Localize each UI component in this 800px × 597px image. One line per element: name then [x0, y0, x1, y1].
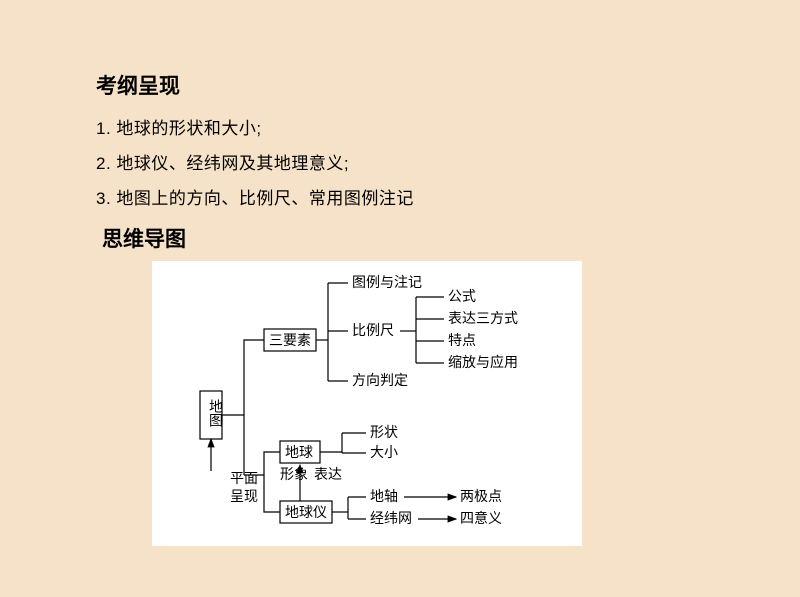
node-label-threeElem: 三要素: [269, 332, 311, 348]
node-label-earth: 地球: [285, 444, 313, 460]
label-formula: 公式: [448, 288, 476, 304]
node-label-root: 地图: [208, 399, 224, 427]
node-label-globe: 地球仪: [285, 504, 327, 520]
label-axis: 地轴: [370, 488, 398, 504]
label-express: 表达三方式: [448, 310, 518, 326]
label-poles: 两极点: [460, 488, 502, 504]
label-scale: 比例尺: [352, 322, 394, 338]
label-fourmean: 四意义: [460, 510, 502, 526]
label-expr: 表达: [314, 466, 342, 482]
outline-item-1: 1. 地球的形状和大小;: [96, 114, 800, 139]
label-shape: 形状: [370, 424, 398, 440]
label-latlong: 经纬网: [370, 510, 412, 526]
label-image: 形象: [280, 466, 308, 482]
label-legend: 图例与注记: [352, 274, 422, 290]
label-direction: 方向判定: [352, 372, 408, 388]
mindmap-diagram: 地图 三要素地球地球仪 图例与注记比例尺方向判定 公式表达三方式特点缩放与应用形状大小…: [152, 261, 800, 546]
heading-mindmap: 思维导图: [102, 223, 800, 253]
label-feature: 特点: [448, 332, 476, 348]
outline-item-3: 3. 地图上的方向、比例尺、常用图例注记: [96, 184, 800, 209]
label-size: 大小: [370, 444, 398, 460]
outline-item-2: 2. 地球仪、经纬网及其地理意义;: [96, 149, 800, 174]
label-present: 呈现: [230, 488, 258, 504]
label-zoom: 缩放与应用: [448, 354, 518, 370]
heading-outline: 考纲呈现: [96, 70, 800, 100]
